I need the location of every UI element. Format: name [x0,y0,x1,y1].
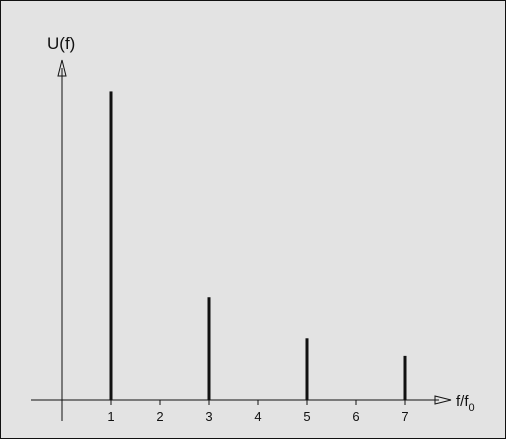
spectral-line-bar [109,91,113,400]
y-axis-arrowhead [57,59,67,77]
spectral-lines [109,91,407,400]
x-tick-label: 5 [303,409,310,424]
x-tick-label: 3 [205,409,212,424]
x-tick-label: 6 [352,409,359,424]
x-tick-label: 4 [254,409,261,424]
x-tick-label: 2 [156,409,163,424]
x-axis-label-subscript: 0 [469,402,475,414]
x-axis-label: f/f0 [456,393,475,414]
y-axis-label: U(f) [47,34,75,53]
x-tick-label: 7 [401,409,408,424]
spectral-line-bar [403,355,407,400]
spectral-line-bar [207,297,211,400]
x-axis-arrowhead [434,395,452,405]
axes: U(f) f/f0 [31,34,475,421]
x-tick-label: 1 [107,409,114,424]
x-ticks: 1 2 3 4 5 6 7 [107,400,409,424]
x-axis-label-main: f/f [456,393,469,410]
spectral-line-bar [305,338,309,400]
